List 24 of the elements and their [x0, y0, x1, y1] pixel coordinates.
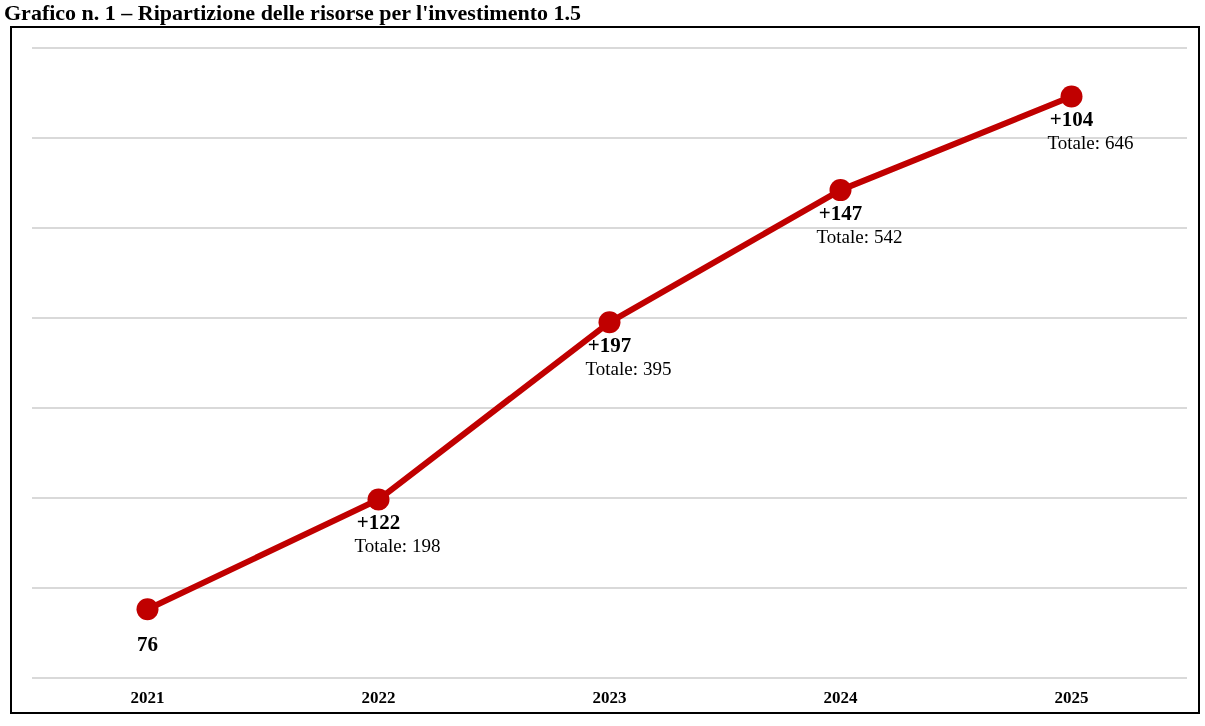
annotation: Totale: — [354, 535, 407, 556]
data-label: 198 — [411, 535, 441, 556]
chart-title: Grafico n. 1 – Ripartizione delle risorse per l'investimento 1.5 — [3, 0, 582, 26]
point — [136, 598, 159, 621]
x-tick-label: 2025 — [1054, 688, 1089, 708]
annotation: +104 — [1049, 107, 1094, 132]
data-label: 395 — [642, 357, 672, 379]
x-tick-label: 2023 — [592, 688, 627, 708]
data-label: 646 — [1104, 132, 1134, 154]
point — [1060, 85, 1083, 108]
annotation: +147 — [818, 201, 863, 226]
annotation: Totale: — [585, 357, 638, 379]
data-label: 76 — [137, 632, 158, 657]
x-tick-label: 2024 — [823, 688, 858, 708]
point — [598, 311, 621, 334]
annotation: Totale: — [1047, 132, 1100, 154]
annotation: +122 — [356, 510, 401, 535]
annotation: +197 — [587, 333, 632, 358]
x-tick-label: 2022 — [361, 688, 396, 708]
point — [829, 179, 852, 202]
data-label: 542 — [873, 225, 903, 247]
point — [367, 488, 390, 511]
annotation: Totale: — [816, 225, 869, 247]
x-tick-label: 2021 — [130, 688, 165, 708]
